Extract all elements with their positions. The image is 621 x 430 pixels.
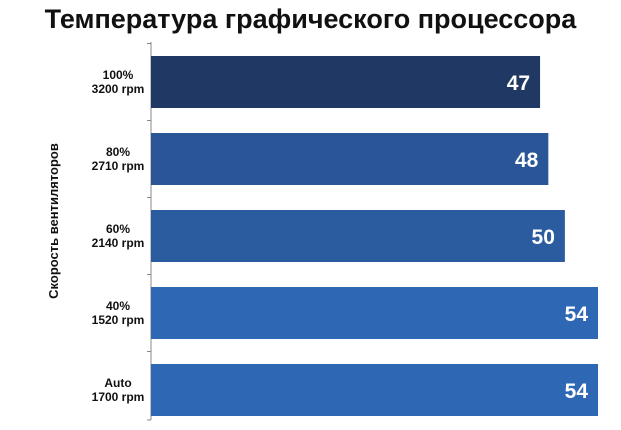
bar [151, 56, 541, 108]
y-tick-label: 60% 2140 rpm [92, 222, 145, 250]
y-tick-label: 100% 3200 rpm [92, 68, 145, 96]
data-label: 50 [532, 226, 555, 249]
data-label: 47 [507, 72, 530, 95]
data-label: 48 [515, 149, 539, 172]
y-tick-label: Auto 1700 rpm [92, 376, 145, 404]
chart-title: Температура графического процессора [44, 4, 577, 34]
y-tick-label: 40% 1520 rpm [92, 299, 145, 327]
bar [151, 287, 598, 339]
y-axis-label: Скорость вентиляторов [46, 143, 61, 299]
bar [151, 364, 598, 416]
y-tick-label: 80% 2710 rpm [92, 145, 145, 173]
bar [151, 210, 565, 262]
data-label: 54 [565, 380, 589, 403]
data-label: 54 [565, 303, 589, 326]
bar [151, 133, 549, 185]
